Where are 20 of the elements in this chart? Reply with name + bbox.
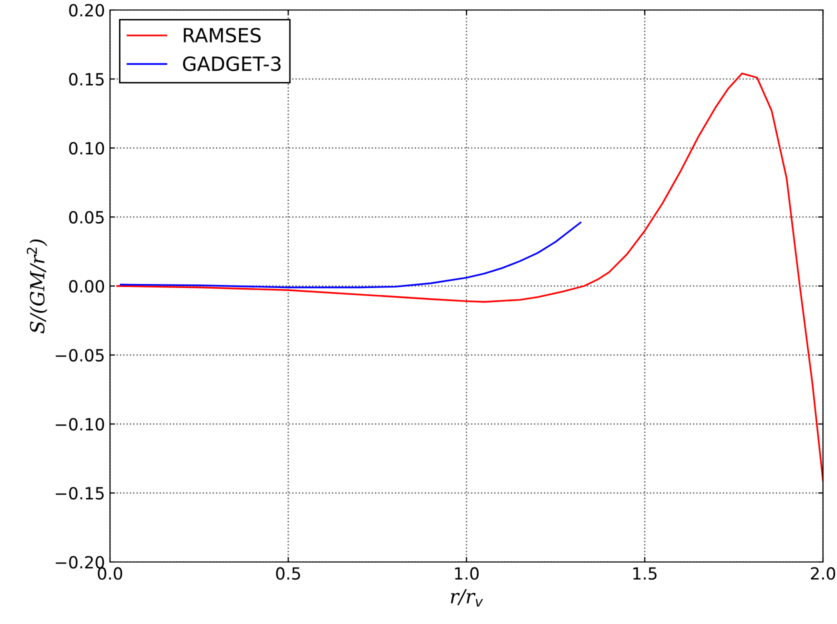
x-tick-label: 0.0 bbox=[98, 567, 122, 580]
y-tick-label: −0.05 bbox=[56, 348, 104, 362]
y-tick-label: −0.15 bbox=[56, 486, 104, 500]
x-axis-title: r/r$_{v}$ bbox=[450, 589, 484, 606]
y-tick-label: 0.05 bbox=[69, 210, 104, 224]
legend-label: RAMSES bbox=[184, 28, 261, 43]
x-tick-label: 1.5 bbox=[633, 567, 657, 580]
y-tick-label: 0.15 bbox=[69, 72, 104, 86]
x-tick-label: 1.0 bbox=[455, 567, 479, 580]
line-series bbox=[120, 222, 582, 288]
y-tick-label: −0.10 bbox=[56, 418, 104, 431]
y-axis-title: S/(GM/r$^{2}$) bbox=[26, 239, 48, 334]
y-tick-label: 0.10 bbox=[69, 142, 104, 155]
x-tick-label: 0.5 bbox=[276, 567, 300, 580]
y-tick-label: 0.20 bbox=[69, 4, 104, 17]
x-tick-label: 2.0 bbox=[810, 567, 836, 580]
line-series bbox=[116, 72, 823, 482]
y-tick-label: −0.20 bbox=[56, 556, 104, 569]
legend-label: GADGET-3 bbox=[183, 56, 281, 72]
y-tick-label: 0.00 bbox=[69, 280, 104, 293]
